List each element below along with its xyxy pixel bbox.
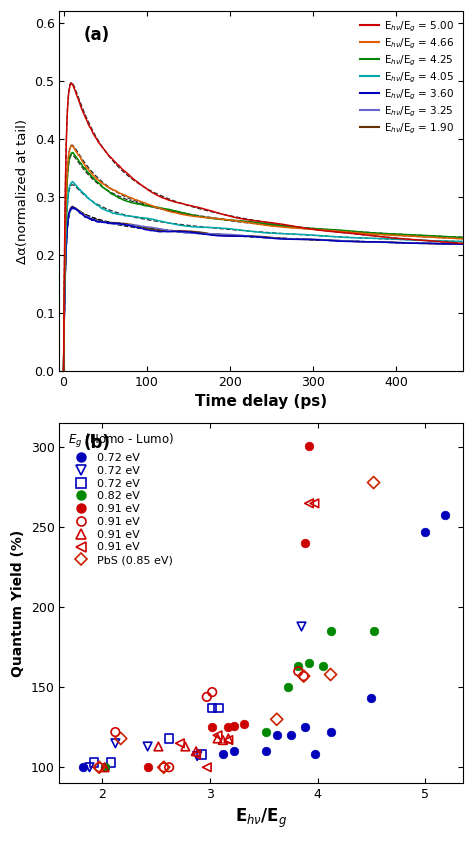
Point (192, 748, 200, 761)
Point (370, 476, 377, 489)
Point (298, 620, 305, 633)
Point (79, 760, 87, 774)
Legend: E$_{h\nu}$/E$_g$ = 5.00, E$_{h\nu}$/E$_g$ = 4.66, E$_{h\nu}$/E$_g$ = 4.25, E$_{h: E$_{h\nu}$/E$_g$ = 5.00, E$_{h\nu}$/E$_g… (357, 16, 458, 139)
Point (155, 740, 162, 754)
Point (219, 733, 227, 747)
Point (301, 537, 309, 550)
Point (182, 740, 189, 754)
Point (176, 737, 184, 750)
Point (310, 496, 318, 510)
Point (421, 526, 429, 539)
Point (214, 732, 221, 745)
Point (165, 732, 173, 745)
Point (327, 668, 334, 681)
Point (95, 760, 103, 774)
Point (262, 744, 270, 758)
Point (209, 701, 216, 715)
Point (101, 760, 109, 774)
Point (300, 669, 308, 683)
Point (300, 669, 308, 683)
Text: (b): (b) (83, 434, 110, 452)
Point (230, 719, 237, 733)
Point (117, 732, 125, 745)
Point (209, 721, 216, 734)
Point (262, 725, 270, 738)
Point (368, 692, 375, 706)
Point (294, 664, 302, 678)
Point (225, 733, 232, 747)
Point (203, 690, 210, 704)
Point (327, 625, 334, 638)
Point (192, 744, 200, 758)
Y-axis label: Quantum Yield (%): Quantum Yield (%) (11, 530, 25, 677)
Point (294, 660, 302, 674)
Point (370, 625, 377, 638)
Point (305, 496, 313, 510)
Point (101, 760, 109, 774)
Point (301, 721, 309, 734)
Point (193, 749, 201, 763)
Point (111, 737, 119, 750)
Point (198, 748, 205, 761)
Point (225, 732, 232, 745)
Point (305, 439, 313, 452)
Point (160, 760, 168, 774)
Point (215, 701, 222, 715)
X-axis label: Time delay (ps): Time delay (ps) (195, 394, 327, 410)
Point (101, 760, 109, 774)
Point (86, 760, 93, 774)
Point (160, 760, 168, 774)
Point (107, 756, 115, 770)
Point (144, 740, 151, 754)
Point (327, 725, 334, 738)
Point (203, 760, 210, 774)
Point (225, 721, 232, 734)
Point (230, 744, 237, 758)
Point (214, 728, 221, 742)
Point (273, 728, 281, 742)
Y-axis label: Δα(normalized at tail): Δα(normalized at tail) (16, 119, 29, 263)
Point (319, 660, 327, 674)
Point (219, 748, 227, 761)
Point (312, 748, 319, 761)
Point (144, 760, 151, 774)
Point (305, 657, 313, 670)
Point (90, 756, 98, 770)
Point (273, 712, 281, 726)
Text: (a): (a) (83, 25, 110, 44)
Point (241, 717, 248, 731)
Point (111, 725, 119, 738)
Legend: 0.72 eV, 0.72 eV, 0.72 eV, 0.82 eV, 0.91 eV, 0.91 eV, 0.91 eV, 0.91 eV, PbS (0.8: 0.72 eV, 0.72 eV, 0.72 eV, 0.82 eV, 0.91… (65, 429, 178, 569)
Point (441, 508, 448, 521)
Point (95, 760, 103, 774)
Point (284, 680, 292, 694)
Point (165, 760, 173, 774)
Point (209, 685, 216, 699)
Point (287, 728, 294, 742)
X-axis label: E$_{h\nu}$/E$_g$: E$_{h\nu}$/E$_g$ (235, 807, 287, 830)
